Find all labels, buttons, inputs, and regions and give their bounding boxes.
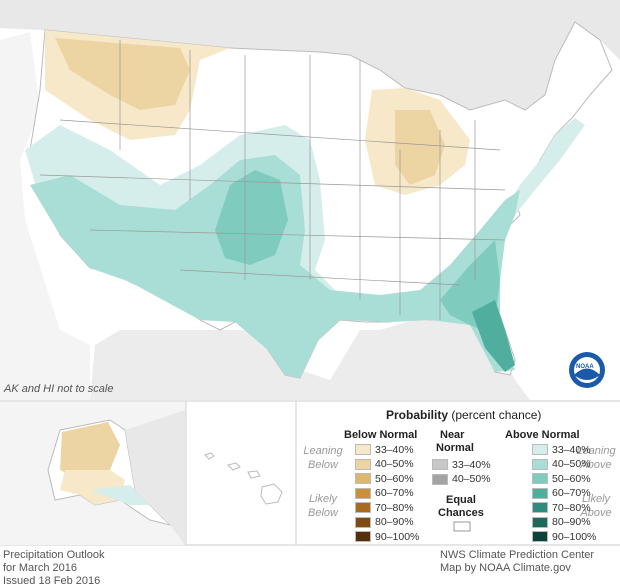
near-swatch xyxy=(432,473,448,485)
above-label: 90–100% xyxy=(552,530,597,543)
below-swatch xyxy=(355,516,371,528)
leaning-above-label: Leaning Above xyxy=(576,445,616,471)
above-label: 60–70% xyxy=(552,487,591,499)
near-level-0: 33–40% xyxy=(432,458,491,471)
near-normal-heading-line1: Near xyxy=(440,429,465,441)
above-normal-heading: Above Normal xyxy=(505,429,580,441)
above-level-4: 70–80% xyxy=(532,501,591,514)
above-swatch xyxy=(532,444,548,455)
above-swatch xyxy=(532,502,548,513)
above-label: 40–50% xyxy=(552,458,591,470)
above-level-0: 33–40% xyxy=(532,443,591,456)
below-label: 90–100% xyxy=(375,530,420,543)
below-label: 33–40% xyxy=(375,443,414,456)
below-label: 70–80% xyxy=(375,501,414,514)
near-label: 40–50% xyxy=(452,473,491,485)
above-label: 33–40% xyxy=(552,443,591,456)
above-swatch xyxy=(532,458,548,470)
above-40-50-zone xyxy=(30,155,520,378)
above-label: 80–90% xyxy=(552,516,591,528)
likely-below-label: Likely Below xyxy=(308,493,338,519)
scale-note: AK and HI not to scale xyxy=(4,383,114,395)
below-40-50-zone-mw xyxy=(395,110,445,185)
below-level-4: 70–80% xyxy=(355,501,414,514)
below-40-50-zone-nw xyxy=(55,38,190,110)
below-level-5: 80–90% xyxy=(355,516,414,529)
above-60-70-zone xyxy=(472,300,515,372)
likely-above-label: Likely Above xyxy=(580,493,612,519)
leaning-below-label: Leaning Below xyxy=(303,445,343,471)
below-swatch xyxy=(355,473,371,484)
above-level-5: 80–90% xyxy=(532,516,591,529)
below-normal-heading: Below Normal xyxy=(344,429,418,441)
below-level-0: 33–40% xyxy=(355,443,414,456)
below-swatch xyxy=(355,531,371,542)
above-level-6: 90–100% xyxy=(532,530,596,543)
above-level-1: 40–50% xyxy=(532,458,591,471)
below-level-2: 50–60% xyxy=(355,472,414,485)
above-label: 50–60% xyxy=(552,472,591,485)
below-level-1: 40–50% xyxy=(355,458,414,471)
equal-chances-line2: Chances xyxy=(438,507,484,519)
above-swatch xyxy=(532,516,548,528)
below-swatch xyxy=(355,444,371,455)
footer-left: Precipitation Outlook for March 2016 Iss… xyxy=(3,549,105,587)
below-swatch xyxy=(355,458,371,470)
above-swatch xyxy=(532,487,548,499)
above-level-3: 60–70% xyxy=(532,487,591,500)
below-label: 50–60% xyxy=(375,472,414,485)
above-label: 70–80% xyxy=(552,501,591,514)
legend-title: Probability (percent chance) xyxy=(386,408,542,422)
above-swatch xyxy=(532,531,548,542)
below-label: 40–50% xyxy=(375,458,414,470)
below-label: 60–70% xyxy=(375,487,414,499)
near-label: 33–40% xyxy=(452,458,491,471)
below-level-6: 90–100% xyxy=(355,530,419,543)
footer-right: NWS Climate Prediction Center Map by NOA… xyxy=(440,549,595,574)
near-swatch xyxy=(432,459,448,470)
near-normal-heading-line2: Normal xyxy=(436,442,474,454)
below-swatch xyxy=(355,502,371,513)
below-swatch xyxy=(355,487,371,499)
above-level-2: 50–60% xyxy=(532,472,591,485)
above-swatch xyxy=(532,473,548,484)
noaa-logo-text: NOAA xyxy=(576,364,594,370)
below-label: 80–90% xyxy=(375,516,414,528)
above-50-60-zone xyxy=(215,170,288,265)
below-level-3: 60–70% xyxy=(355,487,414,500)
equal-chances-line1: Equal xyxy=(446,494,476,506)
near-level-1: 40–50% xyxy=(432,473,491,486)
